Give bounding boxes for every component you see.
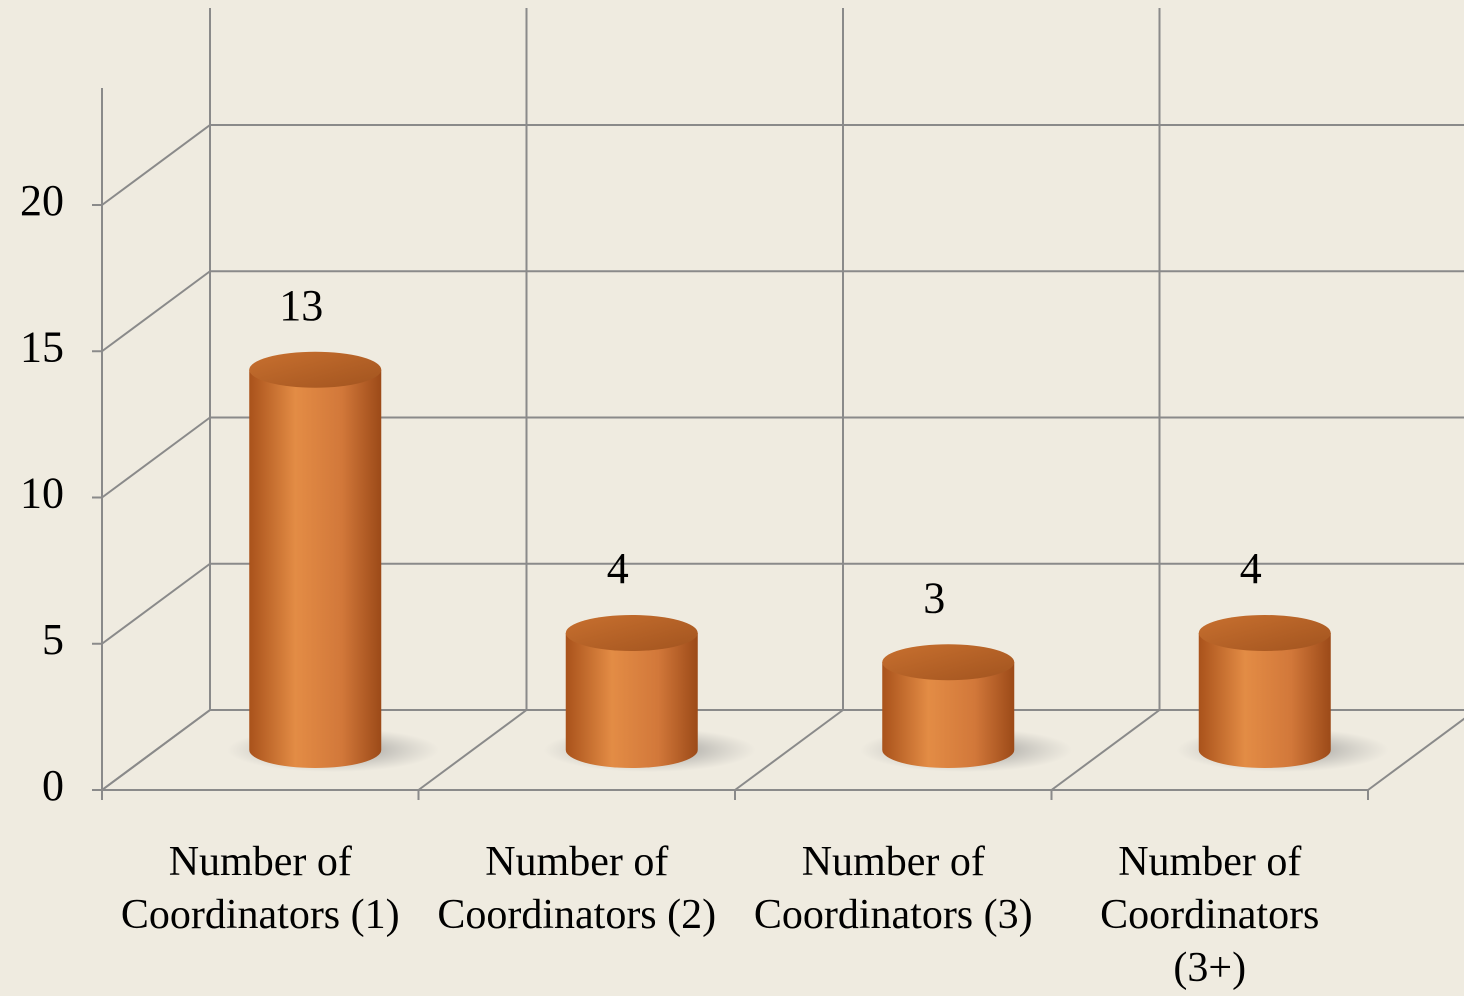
x-tick-label: Number of Coordinators (1) xyxy=(120,839,400,938)
grid-line xyxy=(101,416,211,499)
grid-line xyxy=(101,124,211,206)
y-tick-label: 10 xyxy=(20,469,64,518)
floor-line xyxy=(417,709,528,791)
grid-line xyxy=(101,709,211,791)
bar-top xyxy=(249,351,382,388)
data-label: 4 xyxy=(607,544,629,593)
y-tick-label: 15 xyxy=(20,322,64,371)
data-label: 13 xyxy=(279,281,323,330)
y-tick-label: 20 xyxy=(20,176,64,225)
bar xyxy=(1198,633,1331,768)
data-label: 3 xyxy=(923,573,945,622)
bar xyxy=(249,369,382,768)
bar xyxy=(882,662,1015,768)
bar xyxy=(565,633,698,768)
x-tick-label: Number of Coordinators (3+) xyxy=(1100,839,1320,991)
y-tick-label: 0 xyxy=(42,761,64,810)
x-tick-label: Number of Coordinators (3) xyxy=(753,839,1033,938)
x-tick-label: Number of Coordinators (2) xyxy=(437,839,717,938)
bar-top xyxy=(565,615,698,651)
floor-line xyxy=(734,709,844,791)
data-label: 4 xyxy=(1240,544,1262,593)
grid-line xyxy=(101,562,211,645)
floor-line xyxy=(1050,709,1161,791)
floor-line xyxy=(1367,717,1464,791)
y-tick-label: 5 xyxy=(42,615,64,664)
grid-line xyxy=(101,270,211,353)
bar-top xyxy=(882,644,1015,681)
bar-top xyxy=(1198,615,1331,651)
